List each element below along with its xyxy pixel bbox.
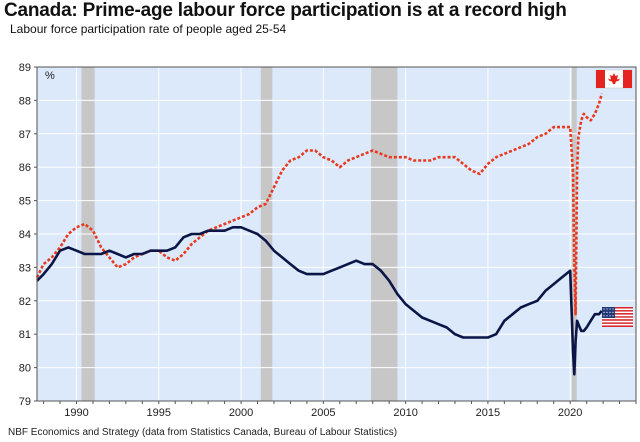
usa-flag-stripe (602, 307, 633, 309)
usa-flag-star (612, 311, 614, 313)
usa-flag-stripe (602, 308, 633, 311)
x-tick-label: 1990 (64, 407, 88, 419)
usa-flag-star (609, 315, 611, 317)
y-tick-label: 86 (19, 162, 31, 174)
x-tick-label: 2005 (311, 407, 335, 419)
usa-flag-stripe (602, 314, 633, 317)
usa-flag-canton (602, 307, 615, 318)
usa-flag-star (609, 308, 611, 310)
y-tick-label: 88 (19, 95, 31, 107)
y-tick-label: 89 (19, 62, 31, 74)
y-tick-label: 84 (19, 229, 31, 241)
usa-flag-stripe (602, 322, 633, 324)
y-tick-label: 81 (19, 329, 31, 341)
usa-flag-star (606, 315, 608, 317)
usa-flag-stripe (602, 323, 633, 326)
chart-title: Canada: Prime-age labour force participa… (4, 0, 567, 21)
canada-flag-left-band (596, 70, 605, 88)
usa-flag-star (612, 315, 614, 317)
usa-flag-stripe (602, 319, 633, 321)
x-tick-label: 2000 (229, 407, 253, 419)
y-tick-label: 80 (19, 363, 31, 375)
usa-flag-stripe (602, 320, 633, 323)
source-note: NBF Economics and Strategy (data from St… (8, 427, 398, 438)
y-tick-label: 87 (19, 129, 31, 141)
usa-flag-icon (602, 307, 633, 327)
usa-flag-star (609, 311, 611, 313)
x-tick-label: 2015 (476, 407, 500, 419)
x-tick-label: 1995 (147, 407, 171, 419)
usa-flag-stripe (602, 325, 633, 327)
y-tick-label: 83 (19, 262, 31, 274)
usa-flag-stripe (602, 316, 633, 318)
usa-flag-star (612, 308, 614, 310)
usa-flag-stripe (602, 311, 633, 314)
canada-flag-right-band (623, 70, 632, 88)
x-tick-label: 2010 (393, 407, 417, 419)
y-tick-label: 85 (19, 196, 31, 208)
unit-label: % (45, 70, 55, 82)
canada-flag-icon (595, 69, 633, 89)
usa-flag-star (606, 308, 608, 310)
x-tick-label: 2020 (558, 407, 582, 419)
usa-flag-star (603, 311, 605, 313)
y-tick-label: 82 (19, 296, 31, 308)
maple-leaf-icon (608, 73, 620, 84)
usa-flag-star (603, 308, 605, 310)
y-tick-label: 79 (19, 396, 31, 408)
usa-flag-star (603, 315, 605, 317)
usa-flag-stripe (602, 313, 633, 315)
usa-flag-stripe (602, 310, 633, 312)
usa-flag-star (606, 311, 608, 313)
usa-flag-stripe (602, 317, 633, 320)
series-line-usa (36, 226, 603, 376)
chart-subtitle: Labour force participation rate of peopl… (10, 22, 287, 36)
